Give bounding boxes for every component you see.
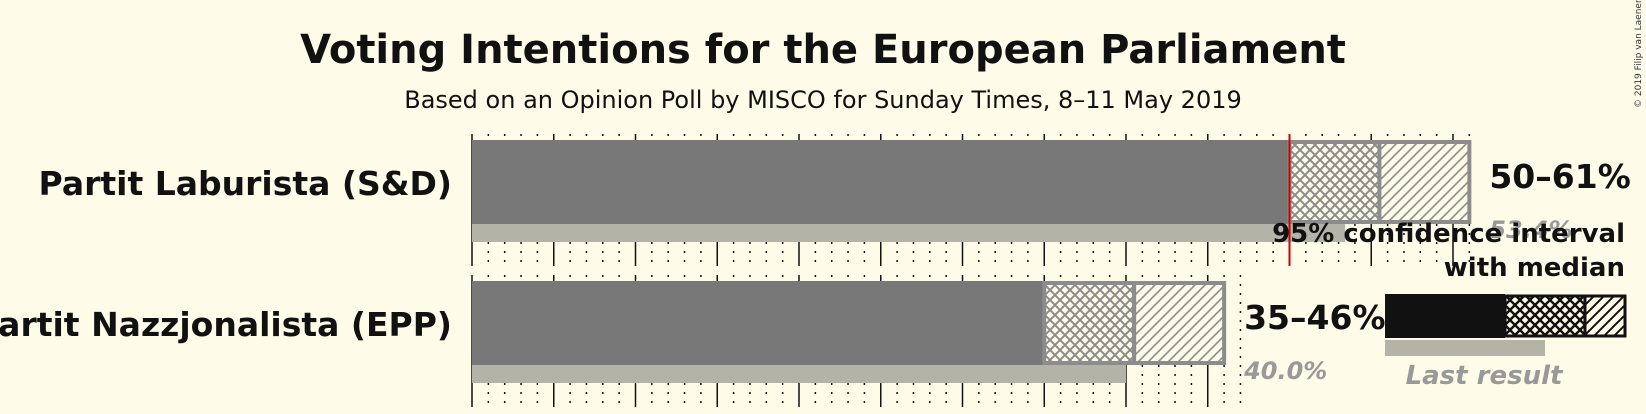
- range-label: 50–61%: [1489, 157, 1630, 196]
- chart-title: Voting Intentions for the European Parli…: [300, 27, 1346, 73]
- last-result-bar: [472, 220, 1346, 242]
- bar-ci-upper: [1377, 140, 1472, 224]
- category-label: Partit Nazzjonalista (EPP): [0, 305, 452, 344]
- category-label: Partit Laburista (S&D): [39, 164, 452, 203]
- legend-bar-crosshatch: [1503, 294, 1587, 338]
- last-result-label: 40.0%: [1243, 357, 1327, 385]
- legend-last-result-swatch: [1385, 340, 1545, 356]
- range-label: 35–46%: [1244, 298, 1385, 337]
- bar-solid: [472, 281, 1045, 365]
- chart-subtitle: Based on an Opinion Poll by MISCO for Su…: [404, 86, 1242, 114]
- legend-ci-label-line1: 95% confidence interval: [1272, 219, 1625, 249]
- legend-bar-solid: [1385, 294, 1505, 338]
- legend-last-result-label: Last result: [1406, 361, 1564, 391]
- bar-ci-lower: [1042, 281, 1137, 365]
- legend: 95% confidence interval with median Last…: [1272, 219, 1627, 391]
- legend-ci-label-line2: with median: [1444, 253, 1625, 283]
- bars: [472, 134, 1472, 383]
- value-labels: Partit Laburista (S&D) 50–61% 53.4% Partit …: [0, 157, 1631, 385]
- bar-ci-lower: [1287, 140, 1382, 224]
- copyright-text: © 2019 Filip van Laenen: [1634, 0, 1644, 108]
- legend-bar-hatch: [1583, 294, 1627, 338]
- bar-ci-upper: [1132, 281, 1227, 365]
- bar-solid: [472, 140, 1290, 224]
- last-result-bar: [472, 361, 1126, 383]
- last-result-label: 53.4%: [1489, 216, 1572, 244]
